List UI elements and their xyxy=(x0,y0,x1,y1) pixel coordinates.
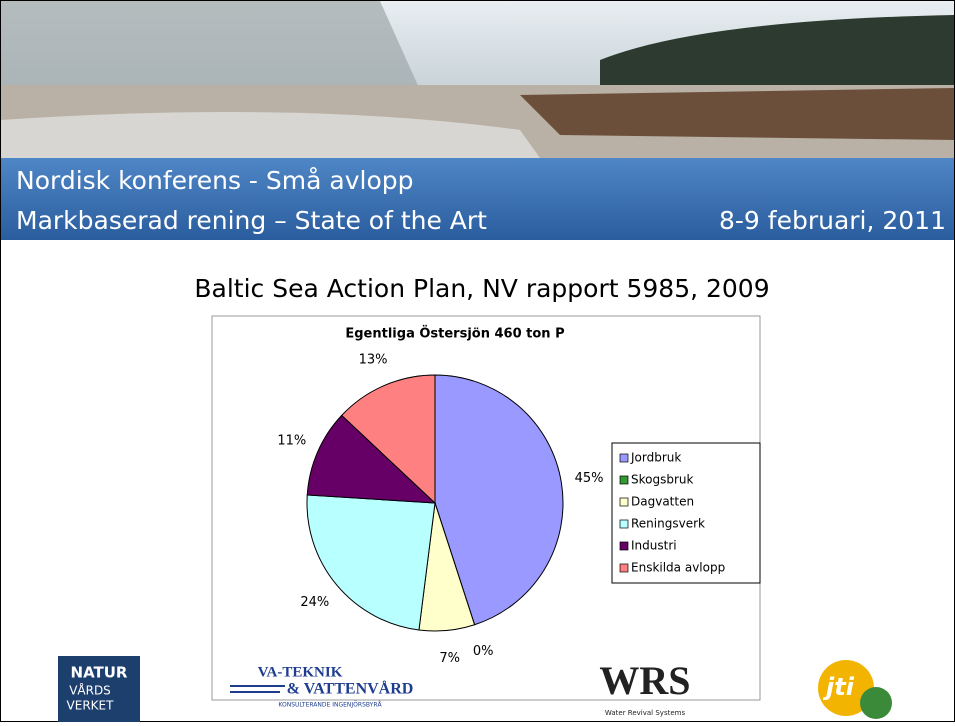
logo-text: KONSULTERANDE INGENJÖRSBYRÅ xyxy=(278,702,382,709)
data-label: 45% xyxy=(575,471,604,486)
legend-swatch xyxy=(620,498,628,506)
header-subtitle: Markbaserad rening – State of the Art xyxy=(16,206,487,235)
legend-label: Enskilda avlopp xyxy=(631,561,725,575)
data-label: 24% xyxy=(300,595,329,610)
legend-swatch xyxy=(620,542,628,550)
logo-text: & VATTENVÅRD xyxy=(287,680,414,698)
legend-label: Skogsbruk xyxy=(631,473,694,487)
logo-text: VA-TEKNIK xyxy=(258,664,343,680)
data-label: 0% xyxy=(473,644,494,659)
legend-label: Dagvatten xyxy=(631,495,694,509)
logo-text: jti xyxy=(822,673,855,701)
data-label: 11% xyxy=(277,434,306,449)
logo-text: WRS xyxy=(599,658,690,703)
legend-swatch xyxy=(620,520,628,528)
logo-text: VÅRDS xyxy=(69,683,111,698)
data-label: 7% xyxy=(439,651,460,666)
legend-swatch xyxy=(620,454,628,462)
legend-swatch xyxy=(620,564,628,572)
header-date: 8-9 februari, 2011 xyxy=(719,206,946,235)
slide-subtitle: Baltic Sea Action Plan, NV rapport 5985,… xyxy=(194,274,769,303)
data-label: 13% xyxy=(359,352,388,367)
logo-text: Water Revival Systems xyxy=(605,709,686,717)
legend-label: Jordbruk xyxy=(630,451,681,465)
legend-label: Industri xyxy=(631,539,677,553)
legend-label: Reningsverk xyxy=(631,517,705,531)
header-photo xyxy=(1,1,954,158)
header-title: Nordisk konferens - Små avlopp xyxy=(16,166,414,195)
chart-title: Egentliga Östersjön 460 ton P xyxy=(345,326,564,342)
slide: Nordisk konferens - Små avlopp Markbaser… xyxy=(0,0,955,722)
logo-text: NATUR xyxy=(71,664,128,682)
logo-text: VERKET xyxy=(67,699,115,713)
legend-swatch xyxy=(620,476,628,484)
